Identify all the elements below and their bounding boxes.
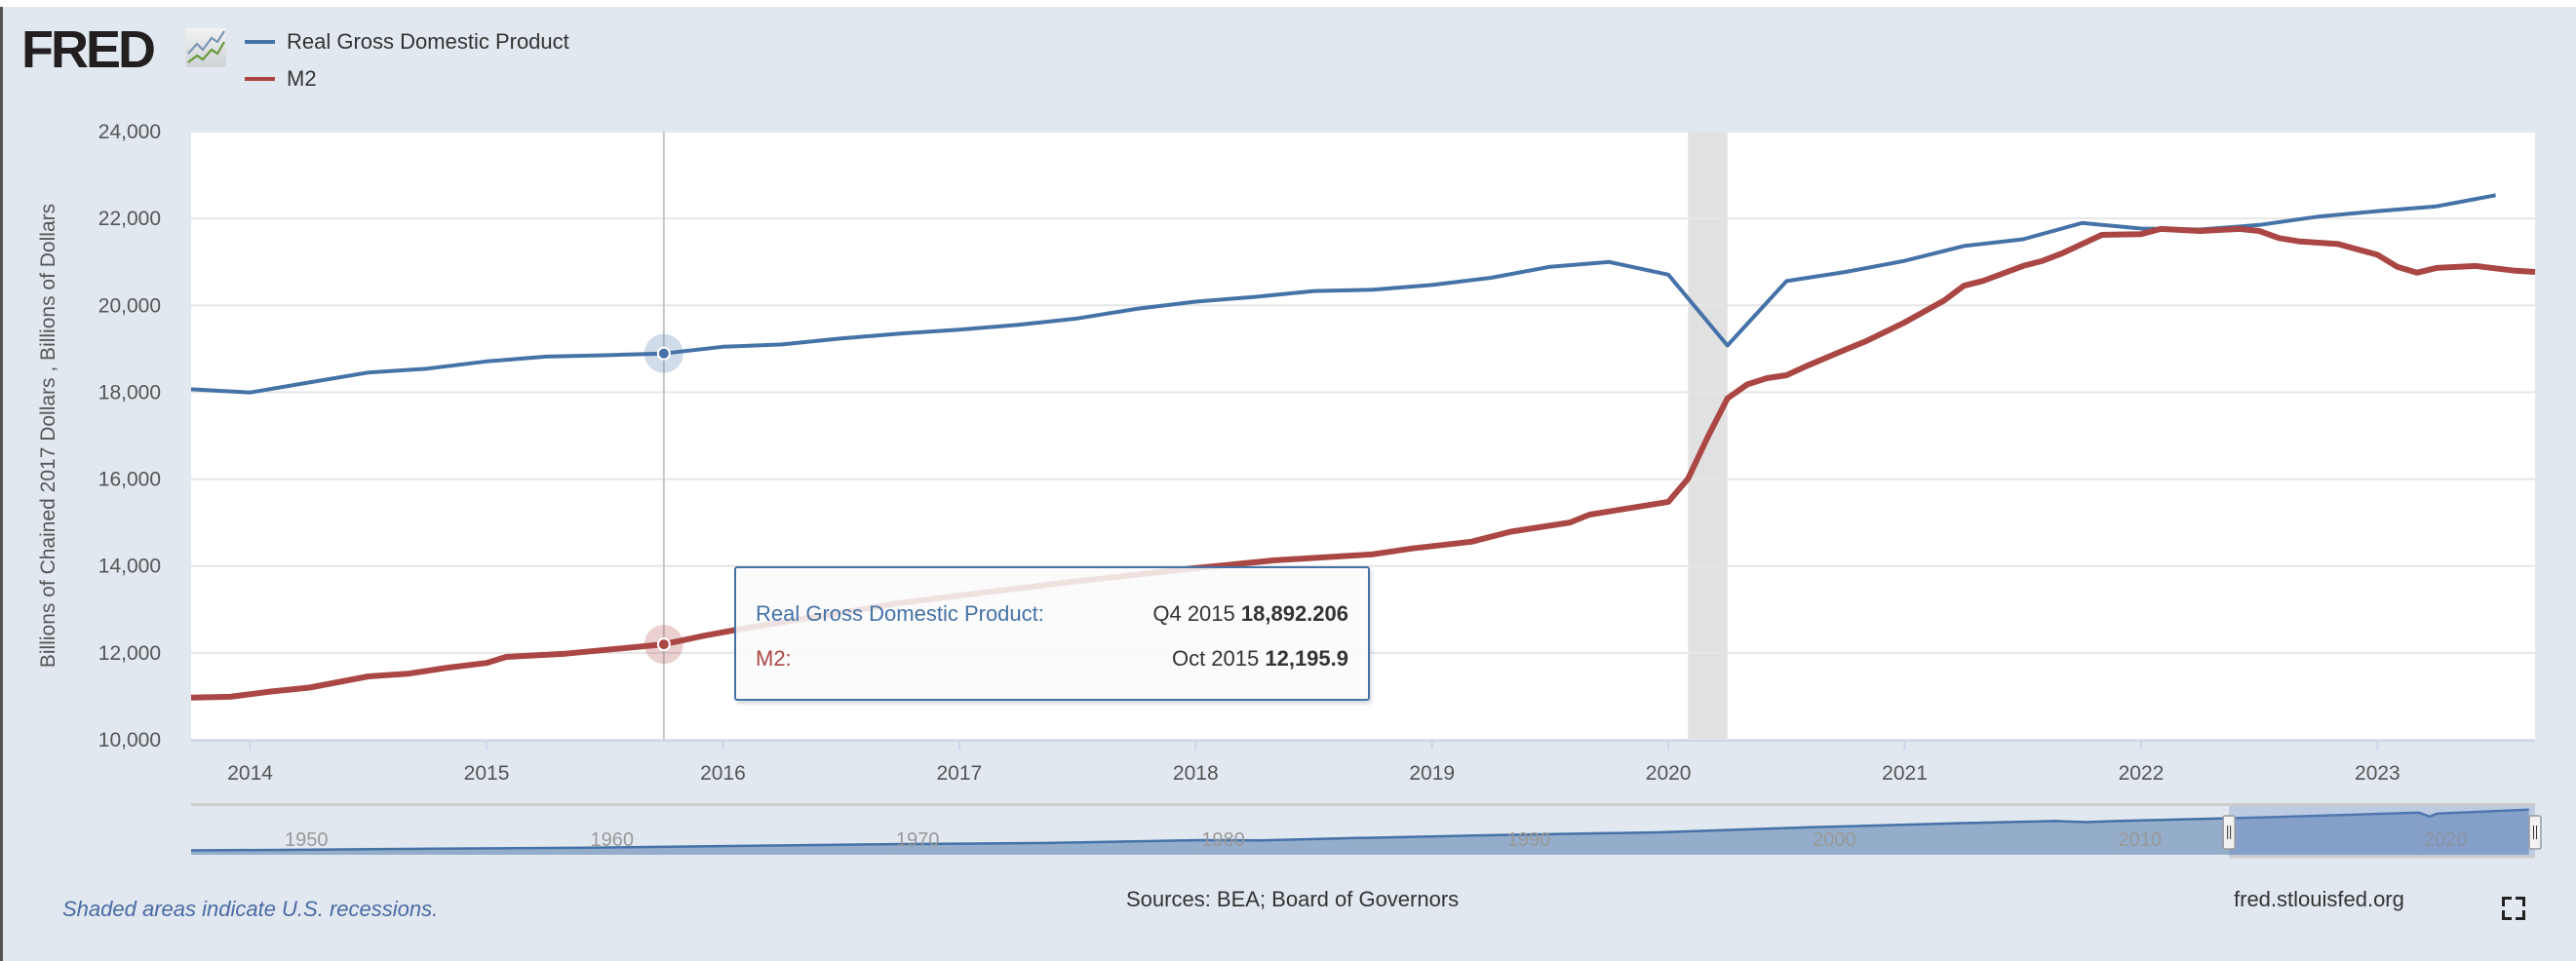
legend-label-gdp: Real Gross Domestic Product [287,29,569,54]
y-tick-label: 24,000 [98,121,161,143]
x-tick-label: 2019 [1409,762,1455,785]
navigator-tick-label: 2010 [2119,829,2163,851]
fullscreen-expand-icon[interactable] [2502,897,2525,920]
navigator-top-border [191,803,2535,806]
navigator-tick-label: 1980 [1201,829,1245,851]
y-tick-label: 14,000 [98,556,161,578]
tooltip-period-m2: Oct 2015 [1171,646,1260,671]
navigator-tick-label: 2000 [1813,829,1856,851]
x-tick-label: 2016 [700,762,746,785]
navigator-tick-label: 2020 [2424,829,2468,851]
tooltip-value-m2: 12,195.9 [1265,646,1348,671]
navigator-tick-label: 1990 [1507,829,1551,851]
y-tick-label: 22,000 [98,208,161,230]
x-tick-label: 2015 [464,762,510,785]
tooltip-period-gdp: Q4 2015 [1152,601,1235,626]
y-tick-label: 12,000 [98,642,161,665]
navigator-right-handle[interactable] [2528,815,2542,850]
legend-item-m2[interactable]: M2 [245,66,317,92]
tooltip: Real Gross Domestic Product: Q4 2015 18,… [734,566,1370,701]
x-tick-label: 2020 [1646,762,1692,785]
m2-line[interactable] [190,225,2536,701]
fred-logo-text: FRED [21,20,156,79]
handle-body[interactable] [2222,815,2236,850]
tooltip-row-gdp: Real Gross Domestic Product: Q4 2015 18,… [756,601,1348,627]
y-axis-title: Billions of Chained 2017 Dollars , Billi… [37,203,59,669]
y-tick-label: 18,000 [98,381,161,404]
x-tick-label: 2018 [1173,762,1219,785]
legend-item-gdp[interactable]: Real Gross Domestic Product [245,29,569,55]
x-tick-label: 2023 [2355,762,2400,785]
handle-body[interactable] [2528,815,2542,850]
top-strip [0,0,2576,7]
sources-text: Sources: BEA; Board of Governors [1126,887,1460,911]
navigator-selection[interactable] [2229,806,2535,857]
m2-hover-marker[interactable] [656,637,671,652]
x-tick-label: 2017 [937,762,983,785]
navigator-line [190,808,2529,852]
navigator-tick-label: 1950 [285,829,329,851]
gdp-line[interactable] [190,193,2496,395]
y-tick-label: 10,000 [98,729,161,751]
navigator-left-handle[interactable] [2222,815,2236,850]
recession-note: Shaded areas indicate U.S. recessions. [62,897,439,921]
legend-swatch-gdp [245,40,275,44]
tooltip-row-m2: M2: Oct 2015 12,195.9 [756,646,1348,672]
x-tick-label: 2022 [2119,762,2165,785]
left-border [0,7,3,961]
legend-label-m2: M2 [287,66,317,91]
fred-logo[interactable]: FRED [21,20,156,79]
legend-swatch-m2 [245,77,275,81]
gdp-hover-marker[interactable] [656,346,671,361]
x-tick-label: 2014 [227,762,273,785]
y-tick-label: 16,000 [98,469,161,491]
fred-chart-logo-icon [185,28,226,67]
navigator-area [191,809,2529,855]
tooltip-label-gdp: Real Gross Domestic Product: [756,601,1044,626]
navigator-tick-label: 1960 [590,829,634,851]
navigator-tick-label: 1970 [896,829,940,851]
y-tick-label: 20,000 [98,294,161,317]
tooltip-label-m2: M2: [756,646,792,671]
x-tick-label: 2021 [1882,762,1928,785]
fred-url-link[interactable]: fred.stlouisfed.org [2234,887,2404,911]
tooltip-value-gdp: 18,892.206 [1240,601,1348,626]
